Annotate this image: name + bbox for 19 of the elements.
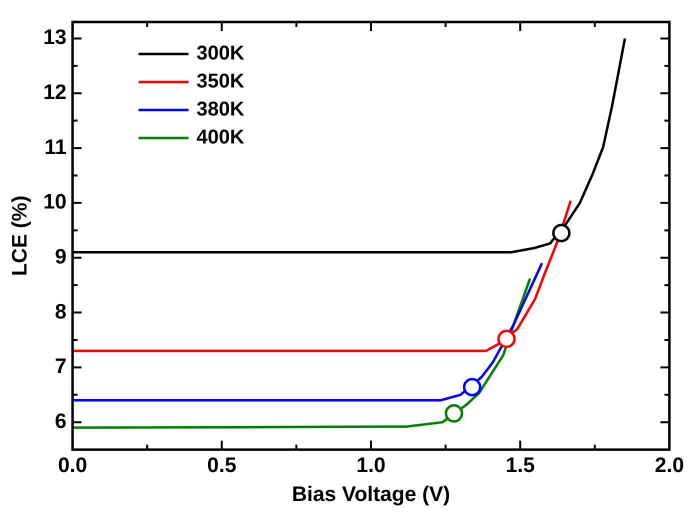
x-tick-label: 2.0 xyxy=(654,454,684,477)
x-tick-label: 1.5 xyxy=(506,454,536,477)
x-axis-title: Bias Voltage (V) xyxy=(292,483,450,506)
y-tick-label: 8 xyxy=(54,300,67,324)
legend-label: 400K xyxy=(196,126,245,149)
legend-label: 300K xyxy=(196,42,245,65)
legend-label: 350K xyxy=(196,70,245,93)
x-tick-label: 0.5 xyxy=(207,454,237,477)
y-tick-label: 11 xyxy=(44,136,67,159)
y-tick-label: 6 xyxy=(54,410,67,433)
y-tick-label: 13 xyxy=(43,26,67,50)
x-tick-label: 1.0 xyxy=(356,454,386,477)
y-tick-label: 10 xyxy=(43,190,67,214)
legend-label: 380K xyxy=(196,98,245,121)
x-tick-label: 0.0 xyxy=(58,454,88,477)
y-axis-title: LCE (%) xyxy=(8,196,32,276)
y-tick-label: 12 xyxy=(43,81,67,104)
y-tick-label: 9 xyxy=(54,246,67,269)
y-tick-label: 7 xyxy=(54,355,67,378)
